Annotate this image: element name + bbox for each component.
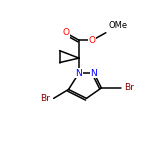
Text: O: O	[62, 28, 69, 37]
Text: O: O	[89, 36, 96, 45]
Text: Br: Br	[124, 83, 134, 92]
Text: OMe: OMe	[108, 21, 127, 30]
Text: Br: Br	[40, 94, 50, 103]
Text: N: N	[91, 69, 97, 78]
Text: N: N	[76, 69, 82, 78]
